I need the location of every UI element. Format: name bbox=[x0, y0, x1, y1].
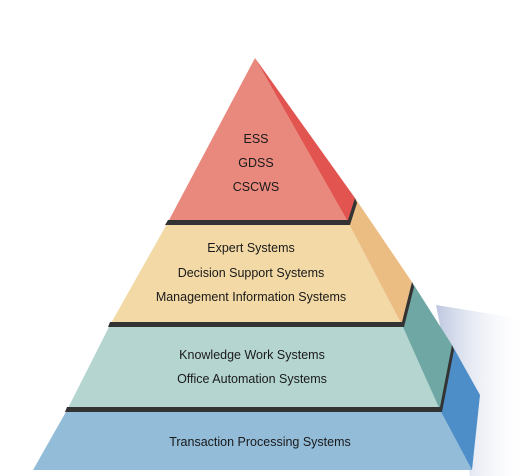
tier3-label-1: Knowledge Work Systems bbox=[179, 348, 325, 362]
base-label-1: Transaction Processing Systems bbox=[169, 435, 351, 449]
pyramid-shadow bbox=[436, 305, 528, 476]
apex-tier-front bbox=[168, 58, 348, 222]
tier2-label-2: Decision Support Systems bbox=[178, 266, 325, 280]
base-tier-front bbox=[33, 410, 472, 470]
apex-label-2: GDSS bbox=[238, 156, 273, 170]
divider-tier2 bbox=[108, 282, 414, 327]
apex-label-3: CSCWS bbox=[233, 180, 280, 194]
base-tier-side bbox=[440, 345, 480, 470]
tier3-side bbox=[402, 282, 452, 410]
apex-label-1: ESS bbox=[243, 132, 268, 146]
base-labels: Transaction Processing Systems bbox=[169, 435, 351, 449]
tier2-labels: Expert Systems Decision Support Systems … bbox=[156, 241, 346, 304]
tier3-front bbox=[67, 325, 440, 410]
tier3-label-2: Office Automation Systems bbox=[177, 372, 327, 386]
apex-tier-side bbox=[255, 58, 355, 222]
apex-labels: ESS GDSS CSCWS bbox=[233, 132, 280, 194]
tier2-label-1: Expert Systems bbox=[207, 241, 295, 255]
tier3-labels: Knowledge Work Systems Office Automation… bbox=[177, 348, 327, 386]
divider-apex bbox=[165, 198, 357, 225]
tier2-front bbox=[110, 222, 402, 325]
tier2-side bbox=[348, 198, 412, 325]
tier2-label-3: Management Information Systems bbox=[156, 290, 346, 304]
